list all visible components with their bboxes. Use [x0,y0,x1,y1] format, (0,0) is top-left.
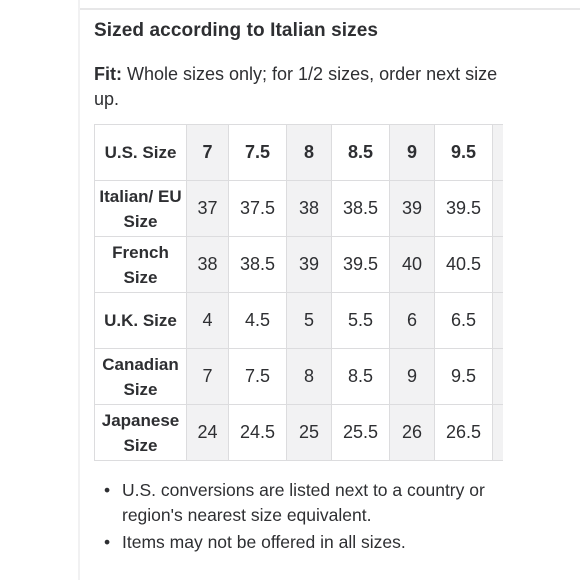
fit-label: Fit: [94,64,122,84]
table-cell: 26 [389,404,435,461]
row-header: Japanese Size [94,404,187,461]
table-cell: 5 [286,292,332,349]
table-cell-edge [492,124,503,181]
row-header: U.S. Size [94,124,187,181]
table-cell: 7.5 [228,124,287,181]
table-cell: 25.5 [331,404,390,461]
table-cell: 6.5 [434,292,493,349]
table-cell-edge [492,404,503,461]
table-row-canadian: Canadian Size 7 7.5 8 8.5 9 9.5 [94,348,503,405]
table-cell: 8 [286,348,332,405]
list-item: • U.S. conversions are listed next to a … [104,478,524,528]
table-cell: 39 [286,236,332,293]
size-conversion-table: U.S. Size 7 7.5 8 8.5 9 9.5 Italian/ EU … [94,124,503,461]
table-cell-edge [492,292,503,349]
bullet-icon: • [104,480,111,500]
table-cell: 39.5 [331,236,390,293]
fit-text: Whole sizes only; for 1/2 sizes, order n… [94,64,498,109]
row-header: French Size [94,236,187,293]
table-row-us: U.S. Size 7 7.5 8 8.5 9 9.5 [94,124,503,181]
table-cell: 38.5 [331,180,390,237]
table-cell: 40 [389,236,435,293]
table-cell: 39.5 [434,180,493,237]
row-header: Canadian Size [94,348,187,405]
table-cell: 5.5 [331,292,390,349]
table-cell-edge [492,236,503,293]
table-cell: 8.5 [331,124,390,181]
list-item: • Items may not be offered in all sizes. [104,530,524,555]
table-cell: 4 [186,292,229,349]
table-cell: 8 [286,124,332,181]
table-cell: 40.5 [434,236,493,293]
note-text: Items may not be offered in all sizes. [122,532,406,552]
table-cell: 9.5 [434,124,493,181]
size-heading: Sized according to Italian sizes [94,20,379,41]
left-divider [78,0,80,580]
fit-note: Fit: Whole sizes only; for 1/2 sizes, or… [94,62,504,112]
table-cell: 9 [389,124,435,181]
table-cell: 7 [186,124,229,181]
table-cell: 26.5 [434,404,493,461]
table-cell: 38.5 [228,236,287,293]
table-cell: 8.5 [331,348,390,405]
table-cell: 6 [389,292,435,349]
table-row-french: French Size 38 38.5 39 39.5 40 40.5 [94,236,503,293]
bullet-icon: • [104,532,111,552]
table-cell: 9.5 [434,348,493,405]
table-cell: 25 [286,404,332,461]
table-cell: 4.5 [228,292,287,349]
table-cell: 9 [389,348,435,405]
table-cell: 7.5 [228,348,287,405]
table-cell: 37.5 [228,180,287,237]
size-notes-list: • U.S. conversions are listed next to a … [104,478,524,557]
top-divider [80,8,580,10]
table-cell: 38 [286,180,332,237]
table-cell: 39 [389,180,435,237]
table-cell: 37 [186,180,229,237]
table-cell: 24 [186,404,229,461]
table-cell: 38 [186,236,229,293]
table-cell-edge [492,348,503,405]
table-cell-edge [492,180,503,237]
row-header: U.K. Size [94,292,187,349]
table-row-italian-eu: Italian/ EU Size 37 37.5 38 38.5 39 39.5 [94,180,503,237]
table-row-japanese: Japanese Size 24 24.5 25 25.5 26 26.5 [94,404,503,461]
table-row-uk: U.K. Size 4 4.5 5 5.5 6 6.5 [94,292,503,349]
row-header: Italian/ EU Size [94,180,187,237]
note-text: U.S. conversions are listed next to a co… [122,480,485,525]
table-cell: 24.5 [228,404,287,461]
table-cell: 7 [186,348,229,405]
